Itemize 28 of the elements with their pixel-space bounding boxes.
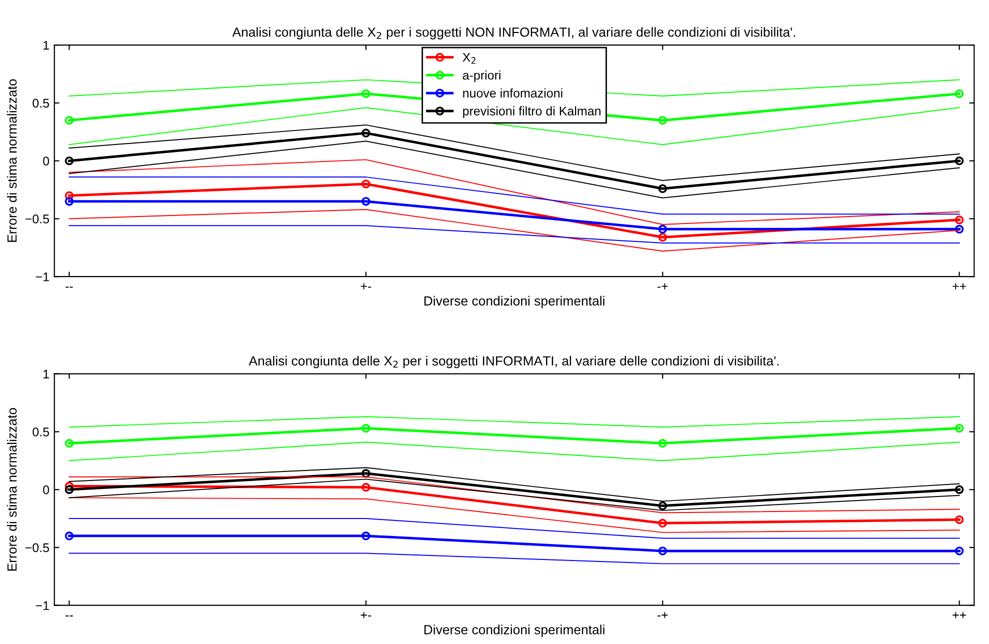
- y-tick-label: −1: [36, 601, 49, 610]
- y-tick-label: 0: [43, 156, 50, 166]
- x-axis-title: Diverse condizioni sperimentali: [424, 624, 604, 637]
- legend-label: X$_{2}$: [462, 53, 476, 64]
- y-tick-label: 0: [43, 485, 50, 494]
- legend-label: a-priori: [462, 70, 500, 82]
- chart-title: Analisi congiunta delle X$_{2}$ per i soggetti NON INFORMATI, al variare delle condizioni di visibilita'.: [232, 27, 796, 40]
- y-tick-label: −1: [36, 272, 49, 282]
- legend-label: nuove infomazioni: [463, 88, 562, 98]
- y-axis-title: Errore di stima normalizzato: [7, 408, 17, 571]
- x-tick-label: ++: [952, 283, 966, 290]
- x-tick-label: --: [66, 286, 73, 288]
- y-axis-title: Errore di stima normalizzato: [7, 79, 17, 242]
- x-tick-label: --: [66, 615, 73, 616]
- y-tick-label: 1: [44, 370, 49, 378]
- legend-label: previsioni filtro di Kalman: [463, 106, 600, 118]
- y-tick-label: 0.5: [32, 98, 50, 108]
- y-tick-label: 0.5: [32, 428, 50, 436]
- x-axis-title: Diverse condizioni sperimentali: [424, 296, 604, 308]
- y-tick-label: −0.5: [25, 543, 50, 552]
- x-tick-label: -+: [657, 612, 668, 618]
- y-tick-label: 1: [44, 41, 49, 50]
- x-tick-label: +-: [360, 283, 372, 290]
- y-tick-label: −0.5: [25, 214, 50, 224]
- chart-title: Analisi congiunta delle X$_{2}$ per i soggetti INFORMATI, al variare delle condizioni di visibilita'.: [248, 356, 779, 368]
- x-tick-label: ++: [952, 612, 966, 618]
- x-tick-label: -+: [657, 283, 668, 290]
- x-tick-label: +-: [360, 612, 372, 618]
